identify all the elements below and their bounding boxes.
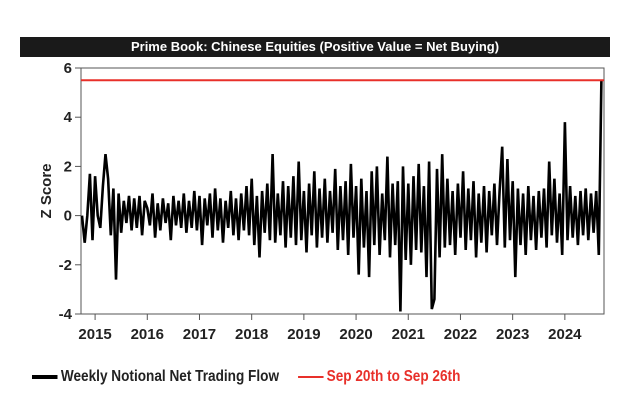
x-tick-label: 2021 [392,326,425,343]
legend-label-flow: Weekly Notional Net Trading Flow [60,368,280,385]
legend: Weekly Notional Net Trading Flow Sep 20t… [32,368,460,386]
legend-label-week: Sep 20th to Sep 26th [326,368,461,385]
x-tick-label: 2018 [235,326,268,343]
x-tick-label: 2020 [339,326,372,343]
x-tick-label: 2016 [131,326,164,343]
series-line-weekly-flow [80,80,603,312]
x-tick-label: 2019 [287,326,320,343]
y-tick-label: 2 [64,158,72,175]
x-tick-label: 2015 [78,326,111,343]
chart-title: Prime Book: Chinese Equities (Positive V… [20,37,610,57]
x-tick-label: 2017 [183,326,216,343]
legend-swatch-flow [32,375,58,379]
y-tick-label: -2 [59,257,72,274]
y-axis-label: Z Score [38,163,55,218]
x-tick-label: 2022 [444,326,477,343]
y-tick-label: -4 [59,306,73,323]
chart: Z Score 6 4 2 0 -2 -4 2015 2016 2017 2018 2019 202… [38,60,605,343]
y-tick-label: 4 [64,109,73,126]
y-tick-label: 0 [64,208,72,225]
x-tick-label: 2023 [496,326,529,343]
x-tick-label: 2024 [548,326,582,343]
legend-swatch-week [297,376,324,378]
plot-frame [80,67,605,315]
y-tick-label: 6 [64,60,72,77]
